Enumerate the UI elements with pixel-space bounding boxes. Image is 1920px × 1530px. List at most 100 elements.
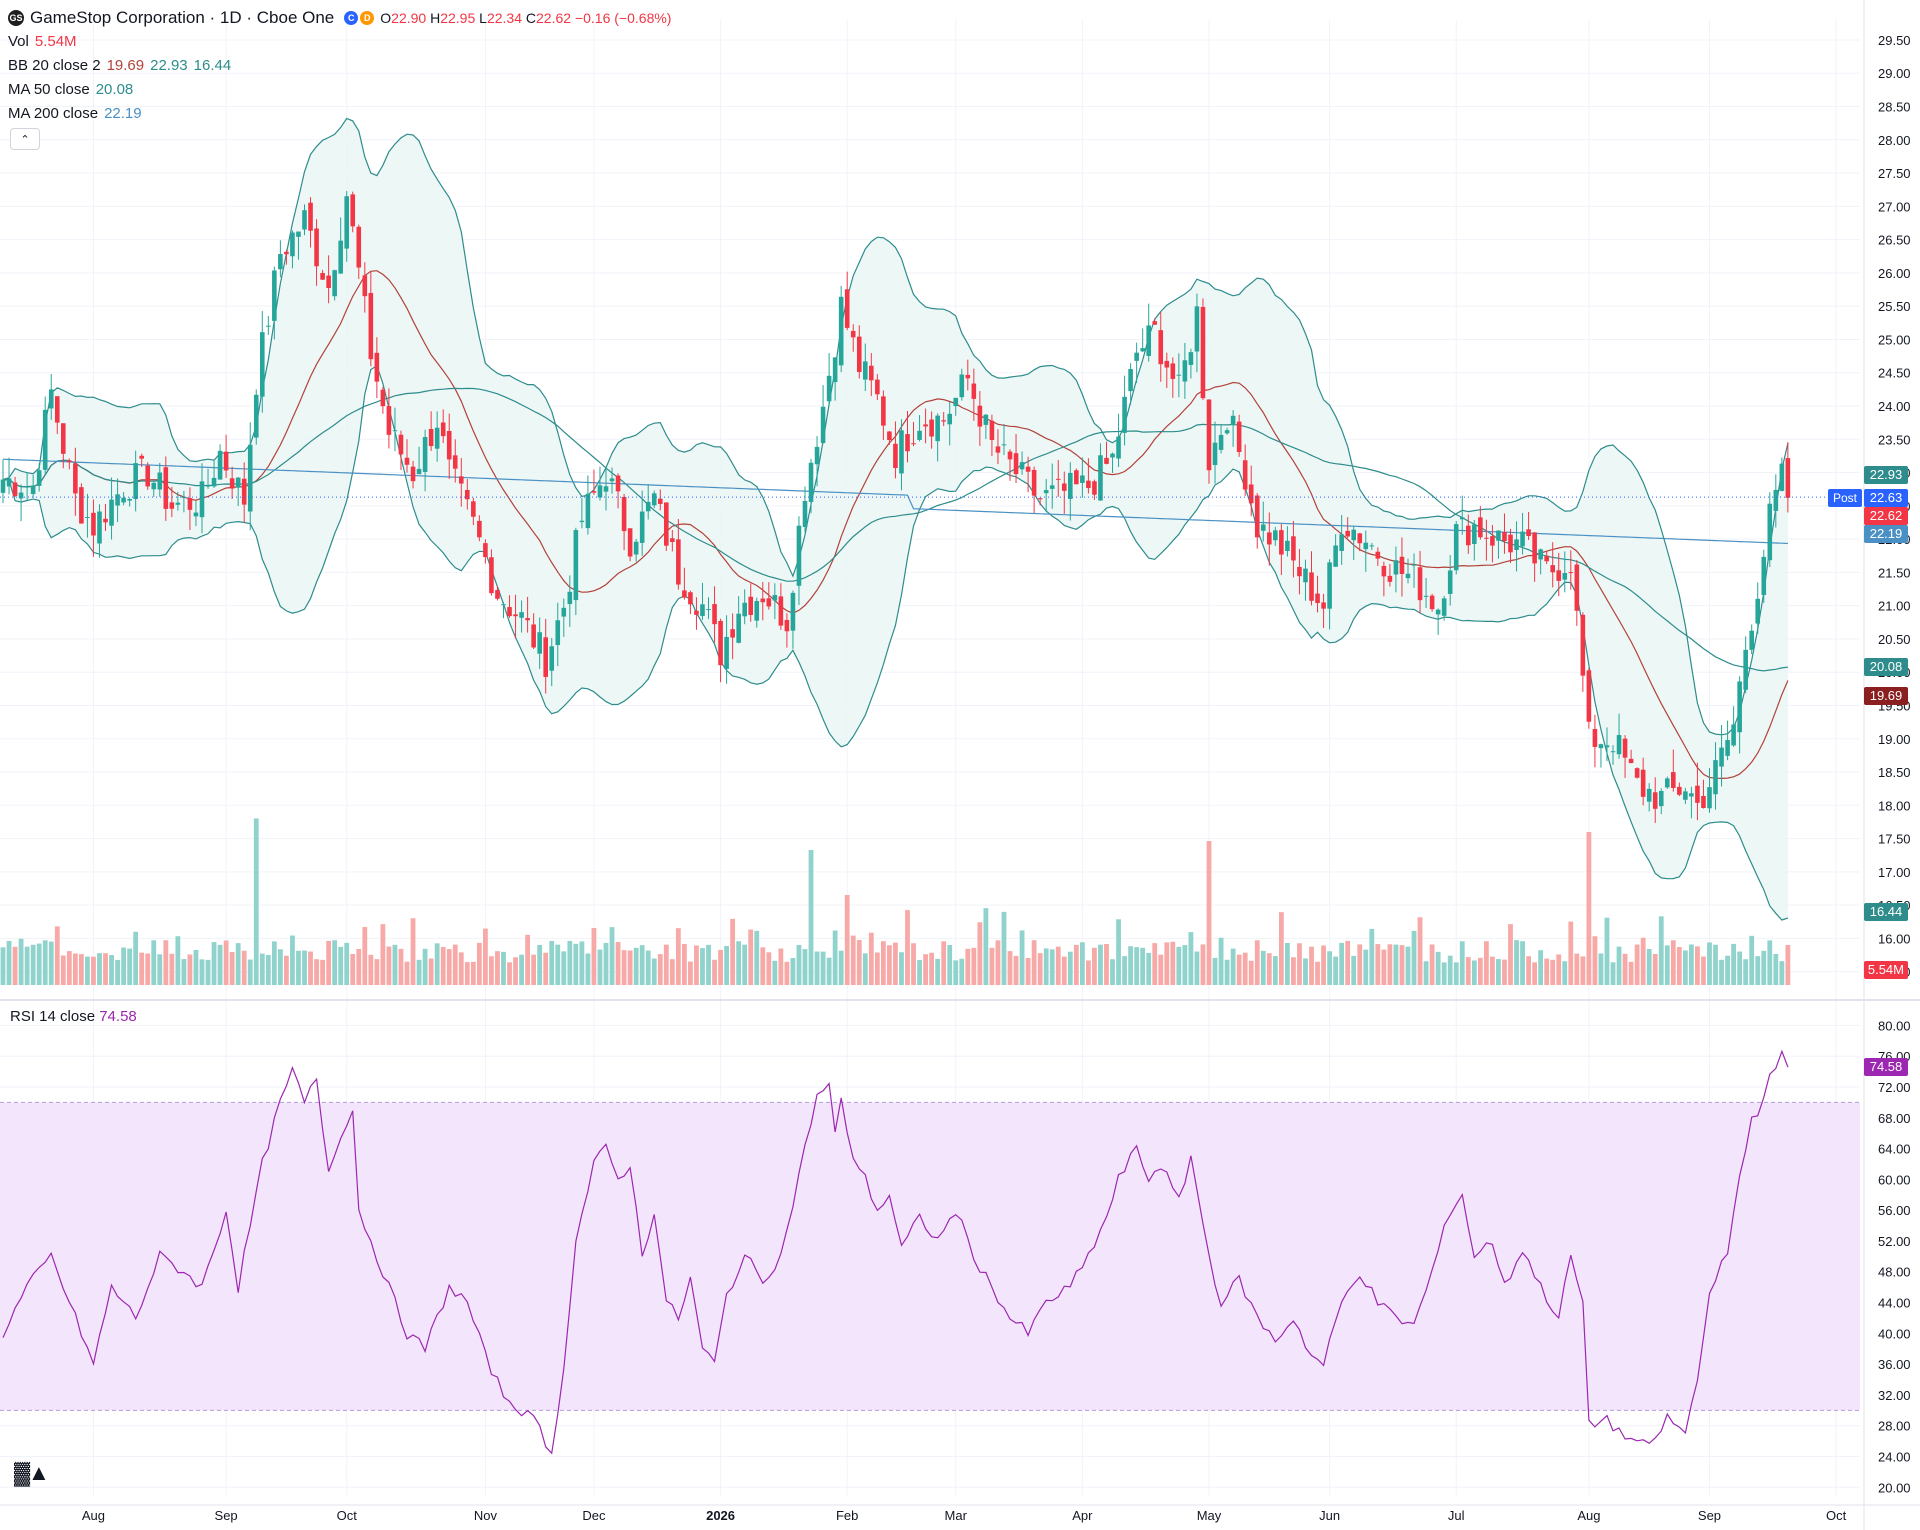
close-label: C	[525, 10, 537, 26]
ma50-legend[interactable]: MA 50 close 20.08	[8, 78, 671, 102]
candle	[561, 598, 567, 637]
candle-body	[1381, 565, 1387, 577]
volume-bar	[1013, 955, 1019, 985]
ma200-legend[interactable]: MA 200 close 22.19	[8, 102, 671, 126]
candle-body	[54, 396, 60, 423]
volume-bar	[977, 922, 983, 985]
candle-body	[42, 409, 48, 470]
tradingview-logo-icon[interactable]: ▓▲	[14, 1460, 50, 1485]
volume-bar	[1387, 944, 1393, 985]
price-tick-label: 28.50	[1878, 100, 1911, 115]
price-tick-label: 19.00	[1878, 732, 1911, 747]
volume-bar	[700, 948, 705, 985]
candle	[700, 582, 705, 620]
candle	[826, 353, 832, 406]
volume-bar	[1773, 953, 1779, 985]
candle	[1212, 421, 1218, 484]
candle	[724, 615, 729, 684]
candle-body	[1068, 472, 1073, 499]
volume-bar	[428, 958, 434, 985]
volume-bar	[103, 953, 108, 985]
candle	[1743, 636, 1748, 694]
candle-body	[537, 632, 542, 654]
rsi-tick-label: 52.00	[1878, 1234, 1911, 1249]
symbol-row[interactable]: GS GameStop Corporation · 1D · Cboe One …	[8, 6, 671, 30]
candle	[1622, 735, 1628, 778]
candle	[48, 374, 54, 420]
candle-body	[1496, 530, 1501, 541]
candle	[1140, 328, 1145, 353]
candle	[712, 586, 717, 643]
candle	[199, 463, 205, 534]
candle-body	[1025, 466, 1031, 472]
candle	[422, 429, 428, 492]
rsi-tick-label: 40.00	[1878, 1326, 1911, 1341]
candle-body	[1061, 483, 1067, 491]
volume-bar	[434, 943, 440, 985]
volume-bar	[1098, 944, 1103, 985]
candle	[398, 430, 404, 471]
volume-bar	[458, 952, 464, 985]
volume-bar	[145, 953, 151, 985]
candle	[1333, 534, 1338, 567]
candle	[314, 219, 319, 286]
candle-body	[911, 443, 916, 445]
candle	[1580, 612, 1586, 692]
candle	[862, 343, 868, 392]
symbol-title[interactable]: GameStop Corporation · 1D · Cboe One	[30, 8, 335, 27]
time-tick-label: Mar	[945, 1508, 968, 1523]
volume-bar	[1206, 841, 1212, 985]
volume-legend[interactable]: Vol 5.54M	[8, 30, 671, 54]
candle-body	[1598, 744, 1604, 749]
time-tick-label: Oct	[1826, 1508, 1847, 1523]
volume-bar	[386, 946, 392, 985]
volume-bar	[121, 947, 126, 985]
candle-body	[1007, 451, 1013, 460]
volume-bar	[675, 928, 681, 985]
candle	[917, 415, 922, 442]
candle	[1200, 298, 1206, 401]
candle	[573, 527, 579, 615]
candle	[187, 487, 193, 531]
time-tick-label: Oct	[337, 1508, 358, 1523]
candle-body	[1363, 542, 1369, 550]
candle-body	[748, 596, 754, 615]
candle-body	[259, 332, 265, 397]
candle	[1478, 506, 1483, 540]
volume-bar	[1327, 951, 1332, 985]
collapse-legend-button[interactable]: ⌃	[10, 128, 40, 150]
candle-body	[1267, 532, 1272, 545]
candle	[290, 230, 295, 269]
candle-body	[199, 481, 205, 518]
volume-bar	[718, 949, 723, 985]
volume-bar	[826, 957, 832, 985]
price-tick-label: 18.00	[1878, 798, 1911, 813]
badge-c[interactable]: C	[344, 11, 359, 25]
volume-bar	[495, 951, 500, 985]
candle-body	[1767, 503, 1773, 561]
candlestick-series[interactable]	[0, 190, 1791, 823]
candle	[1188, 348, 1194, 379]
bb-legend[interactable]: BB 20 close 2 19.69 22.93 16.44	[8, 54, 671, 78]
candle-body	[217, 450, 223, 480]
volume-bar	[6, 940, 12, 985]
rsi-line	[2, 1049, 1789, 1455]
rsi-legend[interactable]: RSI 14 close 74.58	[10, 1008, 137, 1025]
candle	[977, 391, 983, 446]
candle-body	[591, 491, 597, 493]
volume-bar	[525, 934, 531, 985]
candle	[103, 504, 108, 531]
badge-d[interactable]: D	[360, 11, 375, 25]
time-axis[interactable]: Aug Sep Oct Nov Dec 2026 Feb Mar Apr May Jun Jul Aug…	[82, 1508, 1847, 1523]
candle	[1236, 414, 1242, 457]
volume-bar	[1248, 960, 1254, 985]
candle-body	[434, 427, 440, 449]
volume-bar	[1067, 951, 1073, 985]
candle	[947, 401, 953, 446]
rsi-axis[interactable]: 80.0076.0072.0068.0064.0060.0056.0052.00…	[1878, 1018, 1911, 1495]
volume-bar	[211, 942, 217, 985]
volume-bar	[1598, 953, 1604, 985]
volume-bar	[1405, 946, 1411, 985]
volume-bar	[790, 957, 796, 985]
